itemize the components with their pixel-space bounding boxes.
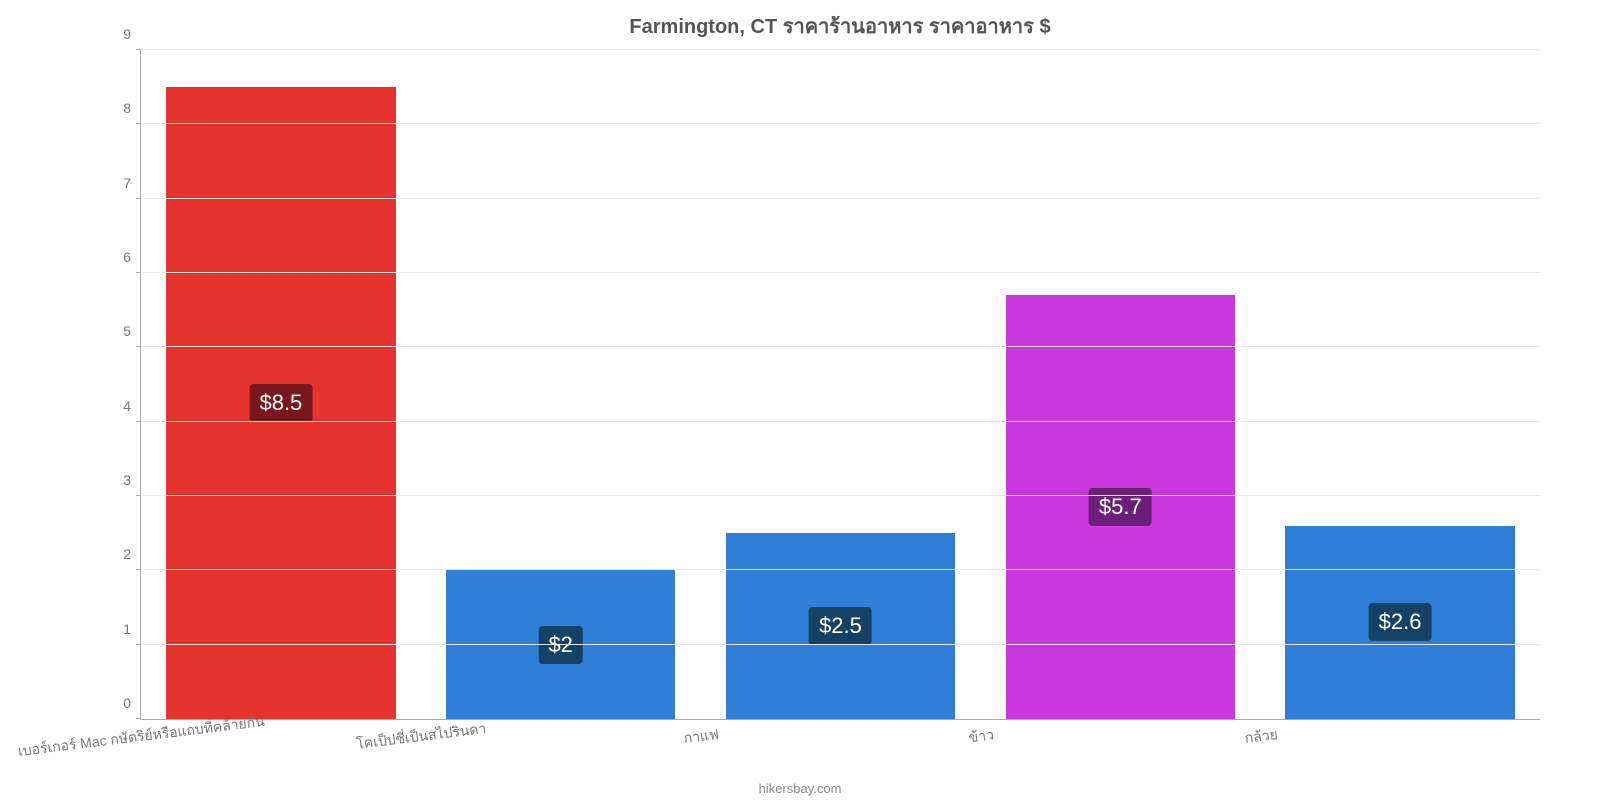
y-tick-label: 9 — [123, 26, 141, 42]
x-axis-labels: เบอร์เกอร์ Mac กษัตริย์หรือแถบที่คล้ายกั… — [140, 720, 1540, 770]
y-tick-label: 6 — [123, 249, 141, 265]
y-tick-label: 8 — [123, 100, 141, 116]
y-tick-mark — [136, 569, 141, 570]
y-tick-label: 0 — [123, 695, 141, 711]
y-tick-label: 7 — [123, 175, 141, 191]
y-tick-mark — [136, 272, 141, 273]
bar-slot: $2 — [421, 50, 701, 719]
y-tick-mark — [136, 198, 141, 199]
y-tick-label: 4 — [123, 398, 141, 414]
bar-slot: $2.6 — [1260, 50, 1540, 719]
y-tick-label: 2 — [123, 546, 141, 562]
bar: $2.6 — [1285, 526, 1514, 719]
gridline — [141, 49, 1540, 50]
bar-slot: $5.7 — [980, 50, 1260, 719]
bar: $2 — [446, 570, 675, 719]
value-badge: $5.7 — [1089, 488, 1152, 526]
value-badge: $8.5 — [249, 384, 312, 422]
bar-slot: $8.5 — [141, 50, 421, 719]
y-tick-mark — [136, 123, 141, 124]
bar: $5.7 — [1006, 295, 1235, 719]
x-label-slot: ข้าว — [980, 720, 1260, 770]
y-tick-mark — [136, 495, 141, 496]
x-label-slot: กาแฟ — [700, 720, 980, 770]
bar: $2.5 — [726, 533, 955, 719]
x-axis-label: กาแฟ — [682, 724, 720, 750]
y-tick-label: 1 — [123, 621, 141, 637]
bars-row: $8.5 $2 $2.5 $5.7 $2.6 — [141, 50, 1540, 719]
x-axis-label: ข้าว — [967, 724, 995, 749]
gridline — [141, 495, 1540, 496]
gridline — [141, 421, 1540, 422]
gridline — [141, 272, 1540, 273]
gridline — [141, 123, 1540, 124]
y-tick-label: 5 — [123, 323, 141, 339]
value-badge: $2.5 — [809, 607, 872, 645]
gridline — [141, 346, 1540, 347]
gridline — [141, 644, 1540, 645]
gridline — [141, 198, 1540, 199]
y-tick-mark — [136, 346, 141, 347]
plot-area: $8.5$2$2.5$5.7$2.6 0123456789 — [140, 50, 1540, 720]
x-label-slot: กล้วย — [1260, 720, 1540, 770]
x-axis-label: กล้วย — [1244, 724, 1280, 750]
value-badge: $2.6 — [1369, 603, 1432, 641]
attribution-text: hikersbay.com — [759, 781, 842, 796]
bar: $8.5 — [166, 87, 395, 719]
value-badge: $2 — [538, 626, 582, 664]
y-tick-mark — [136, 421, 141, 422]
y-tick-label: 3 — [123, 472, 141, 488]
y-tick-mark — [136, 49, 141, 50]
chart-container: Farmington, CT ราคาร้านอาหาร ราคาอาหาร $… — [140, 10, 1540, 760]
bar-slot: $2.5 — [701, 50, 981, 719]
chart-title: Farmington, CT ราคาร้านอาหาร ราคาอาหาร $ — [140, 10, 1540, 50]
y-tick-mark — [136, 718, 141, 719]
x-label-slot: โคเป็ปซี่เป็นสไปรินดา — [420, 720, 700, 770]
y-tick-mark — [136, 644, 141, 645]
gridline — [141, 569, 1540, 570]
